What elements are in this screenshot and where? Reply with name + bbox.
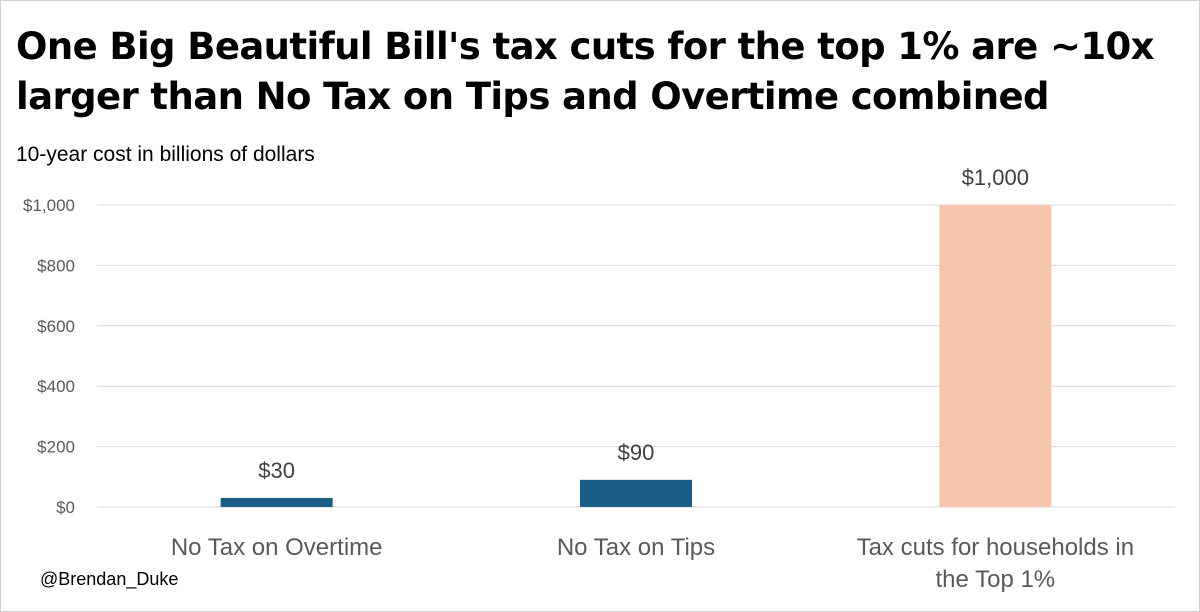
data-label: $90: [618, 440, 655, 465]
y-tick-label: $1,000: [23, 196, 75, 215]
x-category-label: Tax cuts for households in: [857, 534, 1135, 561]
author-credit: @Brendan_Duke: [40, 569, 179, 589]
data-label: $1,000: [962, 165, 1029, 190]
x-category-label: the Top 1%: [936, 566, 1056, 593]
bar: [939, 205, 1052, 507]
y-tick-label: $400: [37, 377, 75, 396]
y-tick-label: $600: [37, 317, 75, 336]
y-tick-label: $800: [37, 256, 75, 275]
bar: [580, 479, 692, 507]
bar: [220, 497, 333, 507]
y-tick-label: $0: [56, 498, 75, 517]
x-category-label: No Tax on Overtime: [171, 534, 383, 561]
y-tick-label: $200: [37, 438, 75, 457]
data-label: $30: [258, 458, 295, 483]
chart-subtitle: 10-year cost in billions of dollars: [16, 143, 315, 166]
x-category-label: No Tax on Tips: [557, 534, 715, 561]
chart-title: One Big Beautiful Bill's tax cuts for th…: [16, 25, 1155, 118]
